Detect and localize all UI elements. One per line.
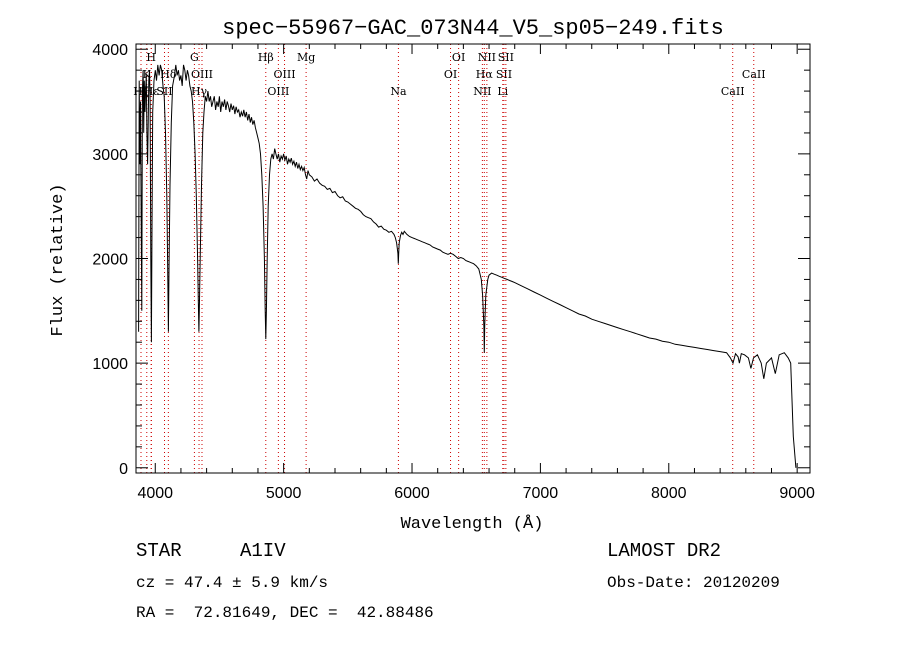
line-label: Hβ — [258, 51, 274, 64]
line-label: Li — [497, 85, 508, 98]
object-class: STAR — [136, 540, 182, 562]
survey-name: LAMOST DR2 — [607, 540, 722, 562]
line-label: K — [143, 68, 152, 81]
line-label: OI — [452, 51, 465, 64]
redshift-cz: cz = 47.4 ± 5.9 km/s — [136, 574, 329, 592]
line-label: CaII — [742, 68, 766, 81]
line-label: Hε — [144, 85, 160, 98]
x-tick-label: 6000 — [394, 485, 430, 502]
line-label: Hδ — [160, 68, 177, 81]
plot-frame — [135, 43, 811, 474]
y-axis-label: Flux (relative) — [49, 183, 68, 336]
y-tick-label: 3000 — [92, 147, 128, 164]
y-tick-label: 2000 — [92, 252, 128, 269]
line-label: NII — [478, 51, 496, 64]
line-label: Hα — [476, 68, 494, 81]
line-label: NII — [473, 85, 491, 98]
y-tick-label: 0 — [119, 461, 128, 478]
plot-area: HζKHHεSIIHδGHγOIIIHβOIIIOIIIMgNaOIOINIIH… — [92, 42, 815, 502]
spectrum-line — [138, 64, 797, 468]
line-label: Na — [390, 85, 407, 98]
chart-title: spec−55967−GAC_073N44_V5_sp05−249.fits — [222, 16, 724, 41]
x-tick-label: 7000 — [523, 485, 559, 502]
x-axis-label: Wavelength (Å) — [401, 515, 544, 534]
x-tick-label: 4000 — [137, 485, 173, 502]
coordinates: RA = 72.81649, DEC = 42.88486 — [136, 604, 434, 622]
y-tick-label: 1000 — [92, 356, 128, 373]
line-label: H — [146, 51, 156, 64]
line-label: Mg — [297, 51, 315, 64]
line-label: OIII — [267, 85, 289, 98]
line-label: OI — [444, 68, 457, 81]
line-label: OIII — [274, 68, 296, 81]
obs-date: Obs-Date: 20120209 — [607, 574, 780, 592]
line-label: CaII — [721, 85, 745, 98]
line-label: OIII — [191, 68, 213, 81]
x-tick-label: 5000 — [266, 485, 302, 502]
line-label: G — [190, 51, 199, 64]
x-tick-label: 9000 — [779, 485, 815, 502]
line-label: SII — [496, 68, 512, 81]
line-label: SII — [498, 51, 514, 64]
line-label: Hγ — [191, 85, 208, 98]
object-subclass: A1IV — [240, 540, 286, 562]
x-tick-label: 8000 — [651, 485, 687, 502]
y-tick-label: 4000 — [92, 42, 128, 59]
